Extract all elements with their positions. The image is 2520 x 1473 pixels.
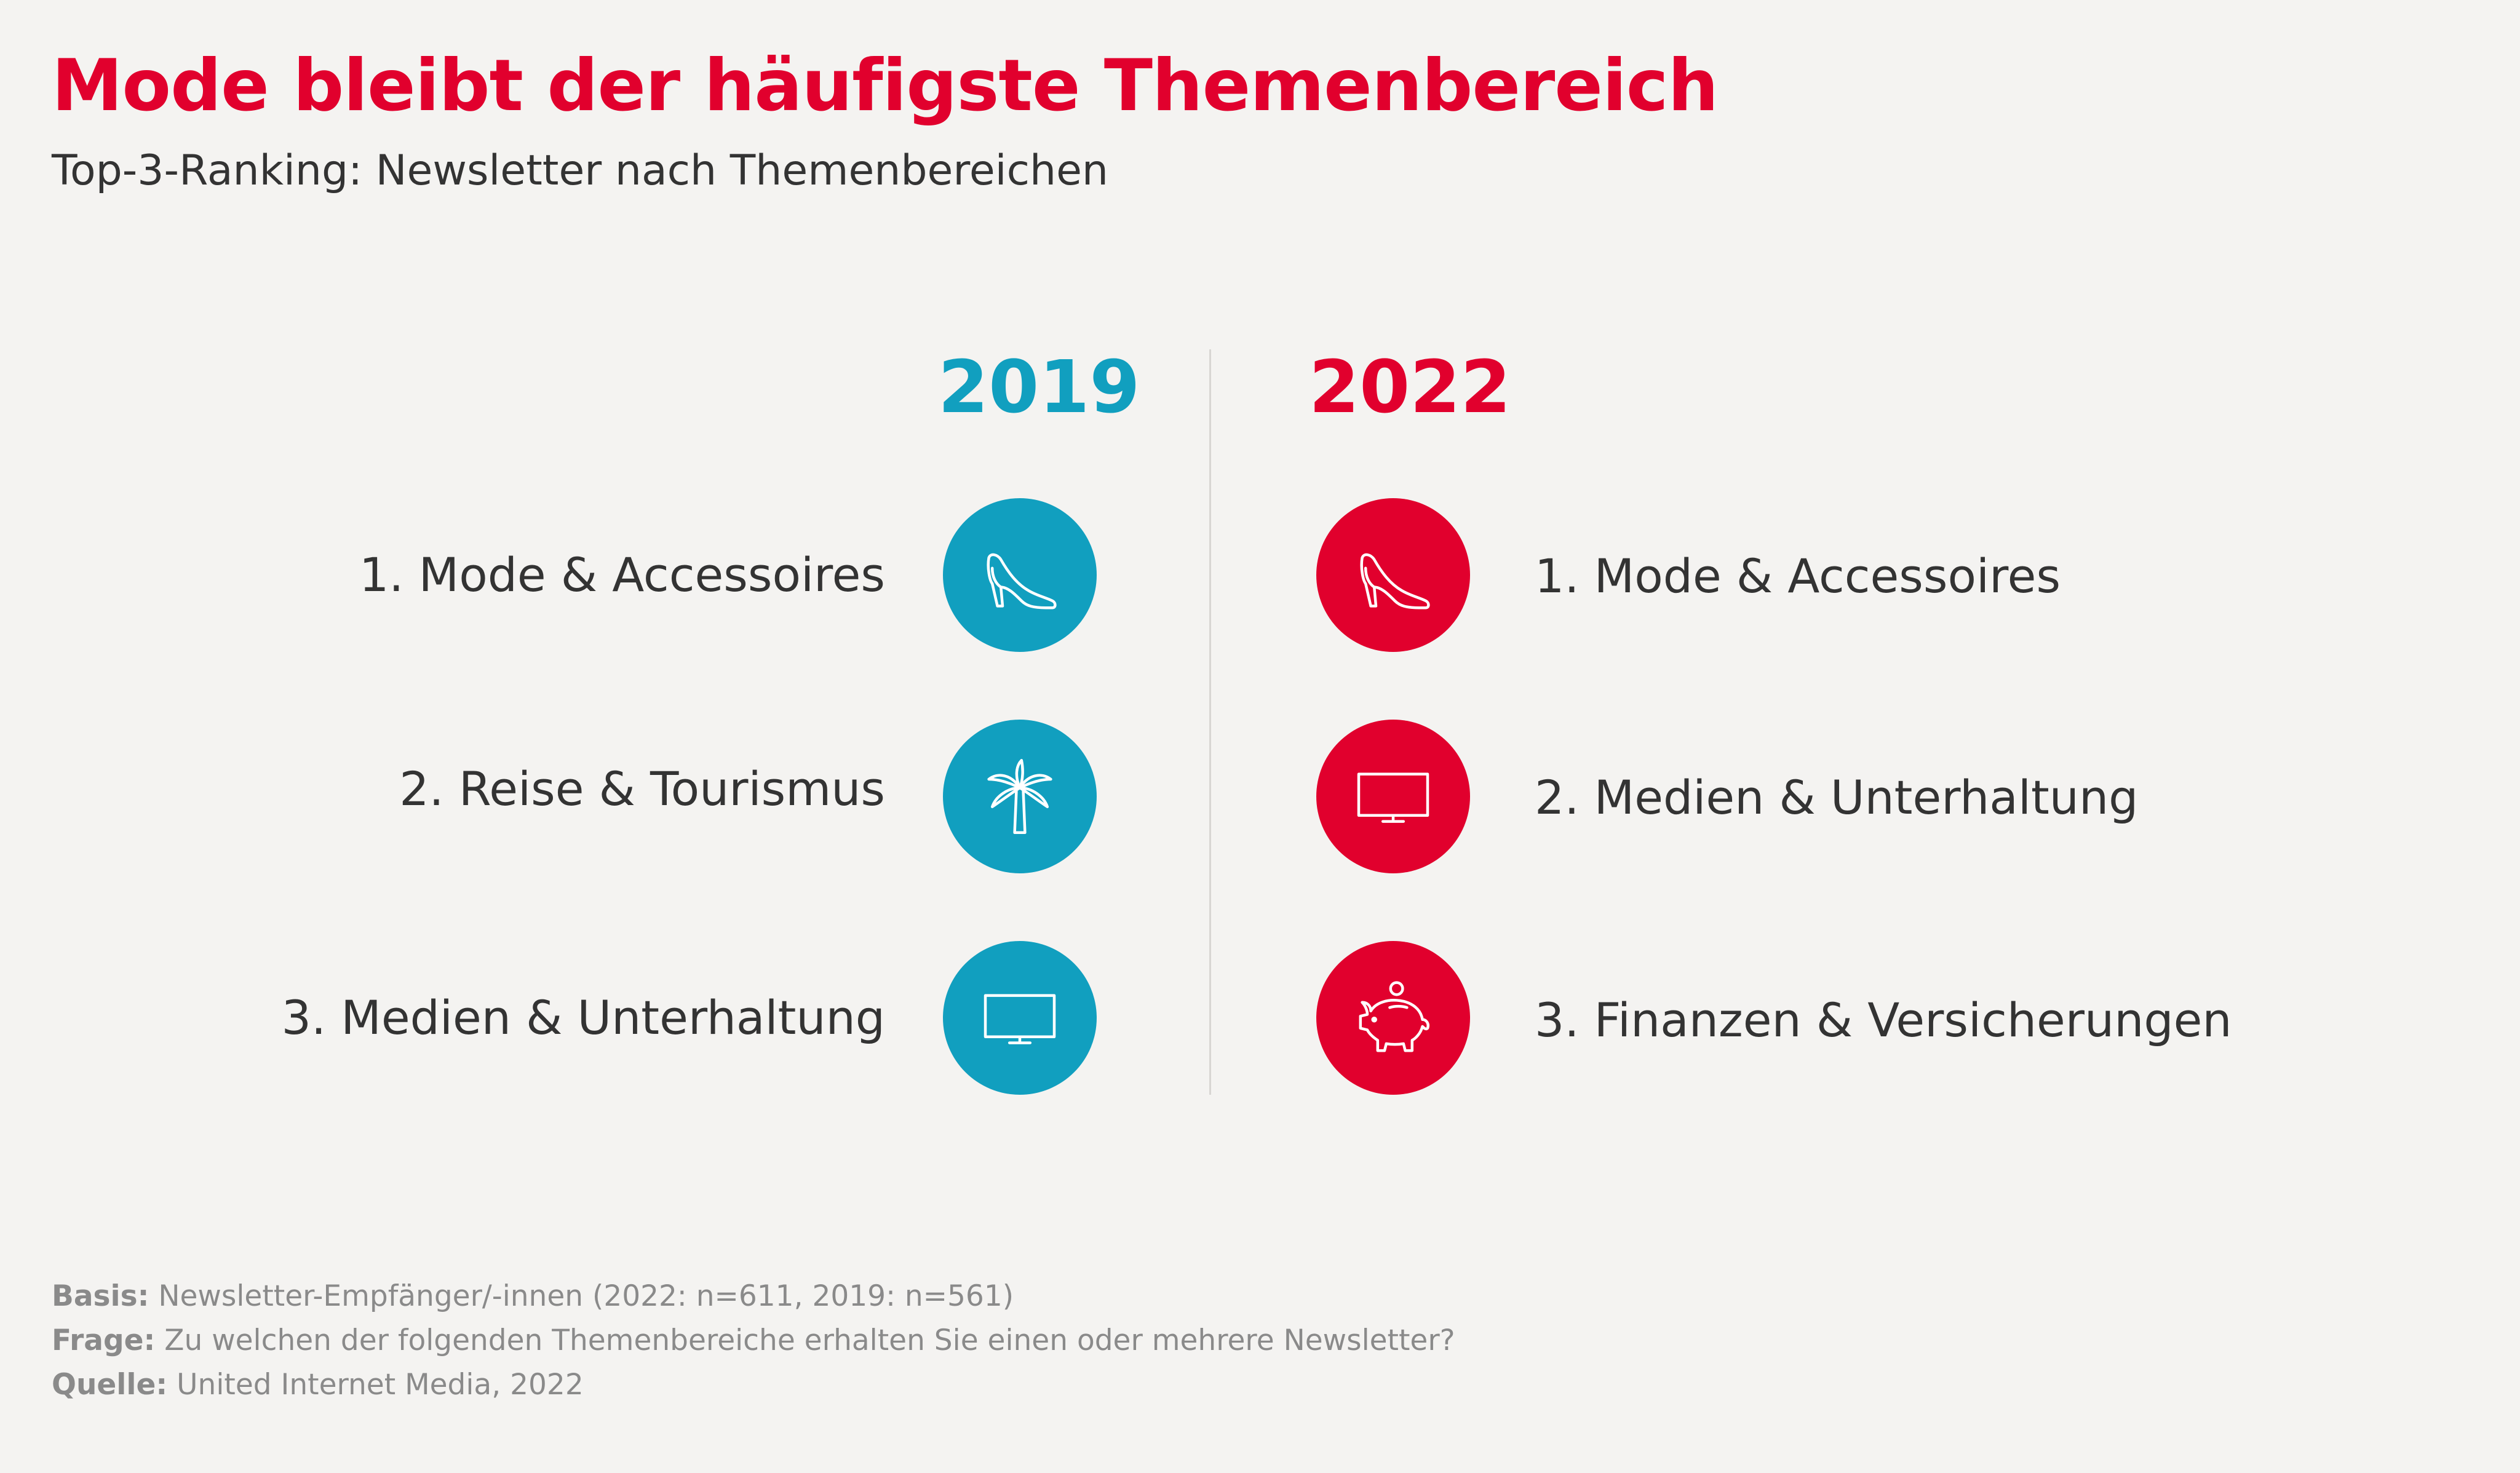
footnote-quelle-text: United Internet Media, 2022 — [177, 1368, 584, 1402]
ranking-2019-item-1-label: 1. Mode & Accessoires — [359, 547, 885, 602]
footnote-basis-label: Basis: — [52, 1279, 149, 1313]
ranking-2019-item-1-badge — [943, 498, 1097, 652]
column-divider — [1209, 349, 1211, 1095]
footnote-quelle-label: Quelle: — [52, 1368, 168, 1402]
ranking-2022-item-2-label: 2. Medien & Unterhaltung — [1535, 770, 2139, 825]
ranking-2019-item-3-badge — [943, 941, 1097, 1095]
ranking-2022-item-2-badge — [1316, 720, 1470, 873]
footnote-quelle: Quelle: United Internet Media, 2022 — [52, 1368, 584, 1402]
footnote-frage: Frage: Zu welchen der folgenden Themenbe… — [52, 1324, 1455, 1357]
high-heel-shoe-icon — [987, 553, 1057, 609]
tv-icon — [1357, 772, 1429, 823]
palm-tree-icon — [987, 758, 1052, 835]
footnote-basis-text: Newsletter-Empfänger/-innen (2022: n=611… — [158, 1279, 1014, 1313]
ranking-2019-item-3-label: 3. Medien & Unterhaltung — [281, 990, 885, 1045]
footnote-basis: Basis: Newsletter-Empfänger/-innen (2022… — [52, 1279, 1014, 1313]
footnote-frage-label: Frage: — [52, 1324, 156, 1357]
footnote-frage-text: Zu welchen der folgenden Themenbereiche … — [164, 1324, 1455, 1357]
tv-icon — [984, 994, 1056, 1044]
ranking-2022-item-3-label: 3. Finanzen & Versicherungen — [1535, 993, 2232, 1047]
ranking-2022-item-3-badge — [1316, 941, 1470, 1095]
ranking-2019-item-2-badge — [943, 720, 1097, 873]
page-title: Mode bleibt der häufigste Themenbereich — [52, 44, 1719, 127]
year-2022-heading: 2022 — [1309, 344, 1511, 429]
ranking-2019-item-2-label: 2. Reise & Tourismus — [399, 761, 885, 816]
ranking-2022-item-1-badge — [1316, 498, 1470, 652]
piggy-bank-icon — [1359, 981, 1429, 1052]
high-heel-shoe-icon — [1360, 553, 1430, 609]
page-subtitle: Top-3-Ranking: Newsletter nach Themenber… — [52, 146, 1108, 195]
ranking-2022-item-1-label: 1. Mode & Accessoires — [1535, 549, 2061, 603]
year-2019-heading: 2019 — [938, 344, 1140, 429]
